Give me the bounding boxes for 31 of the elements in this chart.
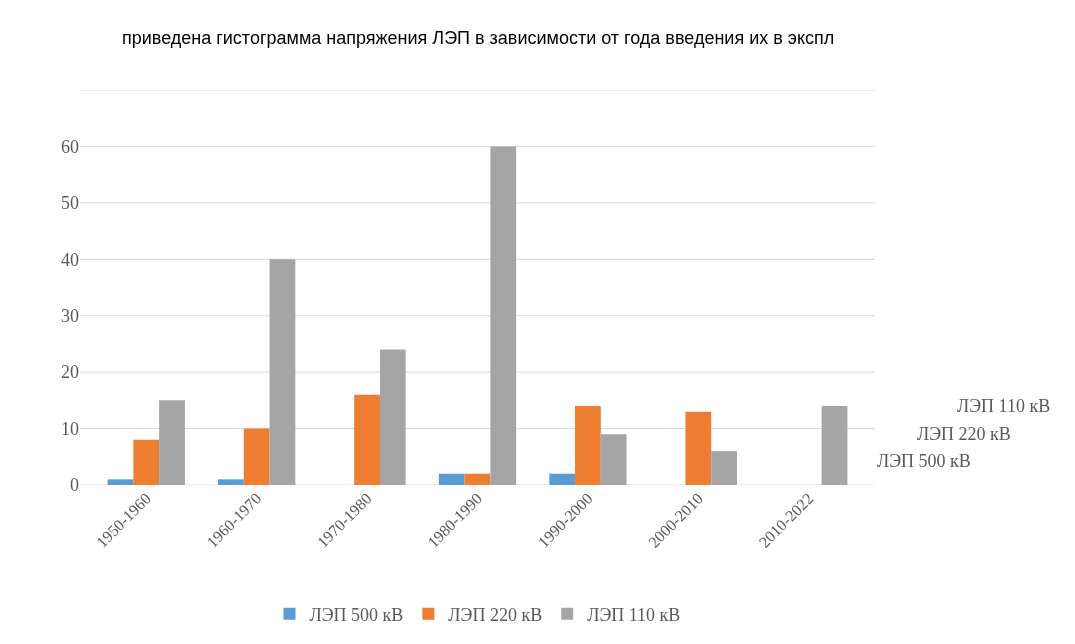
y-tick-label: 50 — [61, 193, 79, 214]
bar — [490, 146, 517, 485]
bar — [159, 400, 185, 485]
bar — [464, 473, 491, 485]
bar — [379, 349, 406, 485]
bar — [218, 479, 244, 485]
text: ЛЭП 110 кВ — [957, 396, 1051, 416]
text: приведена гистограмма напряжения ЛЭП в зависимости от года введения их в экспл — [122, 28, 835, 48]
y-tick-label: 30 — [61, 306, 79, 327]
bar — [354, 394, 380, 485]
legend-label: ЛЭП 500 кВ — [309, 604, 404, 625]
bar — [438, 473, 465, 485]
bar — [821, 406, 848, 485]
bar — [685, 411, 712, 485]
bar — [575, 406, 601, 485]
y-tick-label: 20 — [61, 362, 79, 383]
bar — [107, 479, 134, 485]
text: ЛЭП 500 кВ — [877, 451, 971, 471]
bar — [711, 451, 737, 485]
y-tick-label: 10 — [61, 418, 79, 439]
legend-label: ЛЭП 220 кВ — [448, 604, 543, 625]
bar — [133, 439, 160, 485]
text: ЛЭП 220 кВ — [917, 424, 1011, 444]
y-tick-label: 60 — [61, 136, 79, 157]
bar — [600, 434, 627, 485]
bar — [549, 473, 576, 485]
y-tick-label: 0 — [70, 475, 79, 496]
legend-label: ЛЭП 110 кВ — [587, 604, 681, 625]
bar — [243, 428, 270, 485]
y-tick-label: 40 — [61, 249, 79, 270]
bar — [269, 259, 296, 485]
